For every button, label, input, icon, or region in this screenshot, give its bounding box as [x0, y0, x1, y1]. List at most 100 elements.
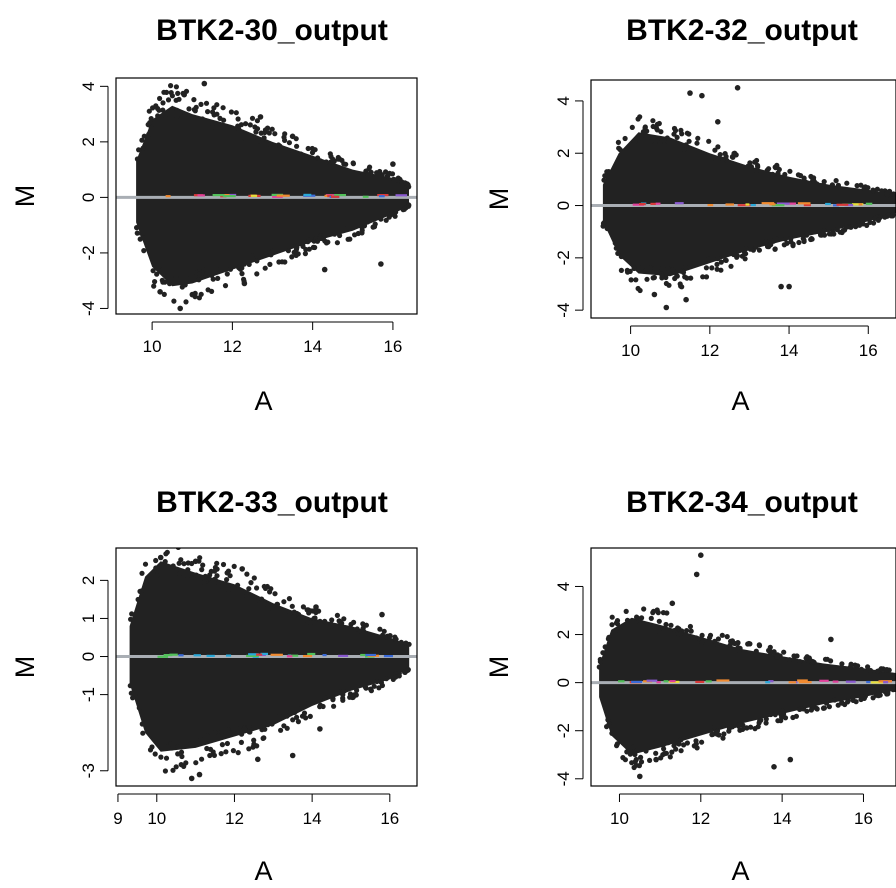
data-point	[755, 164, 761, 170]
plot-frame	[590, 79, 896, 319]
outlier-point	[390, 161, 396, 167]
data-point	[614, 621, 621, 627]
data-point	[196, 271, 203, 277]
data-point	[653, 750, 659, 756]
data-point	[163, 115, 169, 122]
data-point	[284, 713, 290, 719]
data-point	[643, 748, 649, 754]
outlier-point	[201, 80, 208, 87]
data-point	[678, 268, 684, 274]
data-point	[235, 750, 241, 756]
data-point	[307, 620, 313, 626]
data-point	[281, 723, 287, 729]
data-point	[664, 610, 670, 616]
outlier-point	[637, 773, 643, 780]
data-point	[272, 131, 278, 137]
data-point	[204, 733, 210, 739]
data-point	[143, 580, 149, 586]
plot-area	[116, 80, 417, 312]
data-point	[185, 567, 191, 573]
data-point	[844, 180, 850, 186]
data-point	[171, 298, 177, 304]
data-point	[297, 706, 303, 712]
data-point	[878, 666, 884, 672]
data-point	[753, 648, 759, 654]
data-point	[714, 261, 720, 267]
data-point	[673, 746, 679, 752]
data-point	[631, 265, 637, 271]
data-point	[859, 694, 865, 700]
data-point	[676, 741, 682, 747]
data-point	[654, 127, 660, 133]
data-point	[660, 752, 666, 758]
data-point	[688, 628, 694, 634]
data-point	[154, 572, 160, 578]
data-point	[879, 188, 885, 194]
data-point	[291, 249, 297, 255]
data-point	[286, 596, 292, 602]
data-point	[890, 212, 896, 218]
data-point	[170, 563, 176, 569]
data-point	[196, 277, 202, 283]
data-point	[166, 278, 172, 284]
data-point	[629, 124, 635, 130]
data-point	[364, 219, 371, 225]
data-point	[249, 115, 256, 121]
data-point	[720, 157, 726, 163]
data-point	[337, 232, 343, 239]
data-point	[361, 629, 367, 635]
data-point	[772, 712, 778, 718]
data-point	[301, 710, 308, 716]
plot-frame	[115, 77, 418, 315]
data-point	[184, 576, 190, 583]
data-point	[281, 599, 287, 605]
data-point	[787, 657, 793, 663]
data-point	[810, 659, 816, 665]
data-point	[377, 626, 383, 632]
data-point	[291, 614, 297, 620]
data-point	[350, 161, 356, 167]
data-point	[621, 624, 627, 630]
data-point	[317, 704, 323, 710]
data-point	[766, 166, 772, 172]
data-point	[241, 276, 247, 282]
data-point	[669, 749, 675, 755]
data-point	[300, 243, 306, 249]
data-point	[377, 173, 383, 179]
data-point	[323, 623, 330, 629]
data-point	[681, 147, 687, 153]
data-point	[633, 277, 639, 283]
x-axis-label: A	[254, 856, 272, 886]
data-point	[282, 259, 288, 265]
data-point	[277, 143, 283, 149]
data-point	[149, 744, 155, 750]
data-point	[605, 636, 612, 642]
data-point	[253, 598, 259, 604]
data-point	[254, 258, 260, 264]
data-point	[177, 571, 183, 577]
data-point	[699, 739, 705, 745]
data-point	[328, 623, 334, 629]
data-point	[392, 213, 398, 219]
data-point	[259, 596, 265, 602]
data-point	[634, 614, 640, 620]
data-point	[835, 182, 842, 188]
data-point	[853, 699, 859, 705]
data-point	[385, 172, 391, 178]
data-point	[802, 179, 809, 185]
outlier-point	[669, 600, 676, 607]
data-point	[892, 686, 896, 692]
data-point	[214, 560, 220, 566]
data-point	[254, 118, 260, 124]
data-point	[164, 549, 170, 555]
data-point	[718, 259, 724, 265]
data-point	[305, 145, 311, 152]
data-point	[290, 717, 296, 723]
data-point	[351, 619, 357, 626]
data-point	[602, 173, 608, 179]
data-point	[823, 700, 830, 706]
data-point	[663, 621, 669, 628]
data-point	[254, 743, 260, 749]
data-point	[175, 751, 181, 757]
